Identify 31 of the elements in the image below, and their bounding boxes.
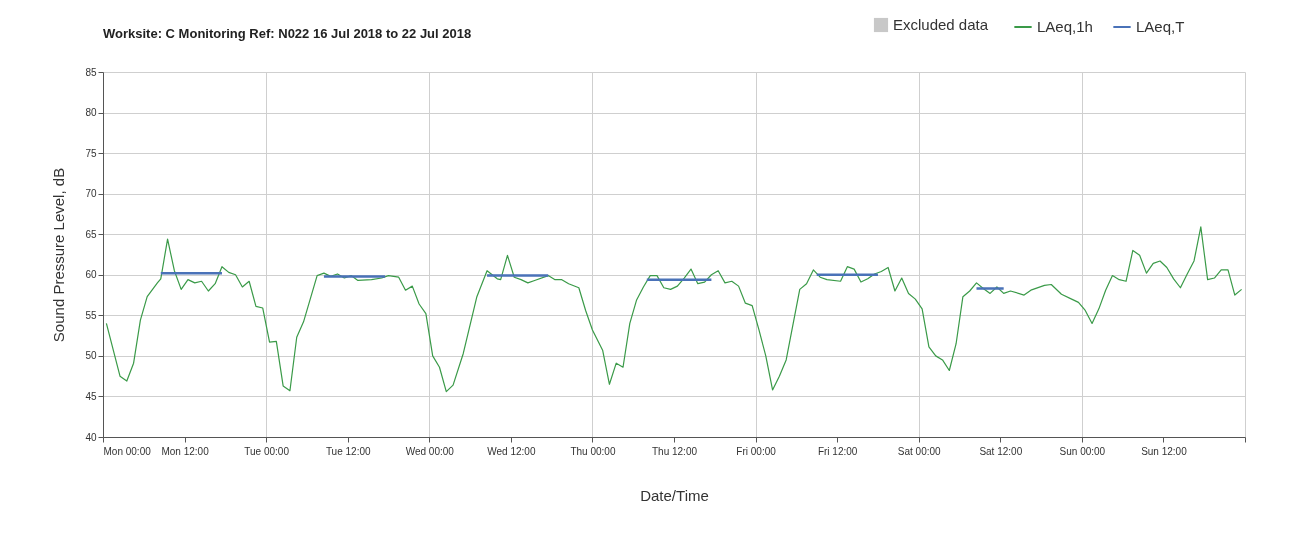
x-tick-label: Sun 12:00 [1141, 445, 1188, 457]
chart-title: Worksite: C Monitoring Ref: N022 16 Jul 2018 to 22 Jul 2018 [103, 26, 472, 41]
x-tick-label: Fri 00:00 [736, 445, 777, 457]
y-tick-label: 40 [85, 431, 97, 443]
y-tick-label: 85 [85, 66, 97, 78]
y-tick-label: 60 [85, 269, 97, 281]
x-tick-label: Mon 00:00 [103, 445, 152, 457]
y-tick-label: 75 [85, 147, 97, 159]
y-tick-label: 55 [85, 309, 97, 321]
y-tick-label: 70 [85, 188, 97, 200]
y-tick-label: 50 [85, 350, 97, 362]
x-tick-label: Sun 00:00 [1059, 445, 1106, 457]
x-tick-label: Mon 12:00 [161, 445, 210, 457]
x-axis-title: Date/Time [640, 486, 709, 504]
line-series [105, 226, 1243, 393]
y-axis-title: Sound Pressure Level, dB [50, 167, 68, 343]
x-tick-label: Wed 12:00 [487, 445, 536, 457]
x-tick-label: Tue 12:00 [325, 445, 371, 457]
x-tick-label: Sat 12:00 [979, 445, 1023, 457]
x-tick-label: Wed 00:00 [405, 445, 455, 457]
legend-label: LAeq,T [1136, 18, 1185, 35]
y-tick-label: 45 [85, 390, 97, 402]
y-tick-label: 80 [85, 107, 97, 119]
x-tick-label: Tue 00:00 [244, 445, 290, 457]
x-tick-label: Thu 00:00 [570, 445, 616, 457]
legend-label: LAeq,1h [1037, 18, 1093, 35]
x-tick-label: Sat 00:00 [897, 445, 942, 457]
x-tick-label: Thu 12:00 [651, 445, 698, 457]
legend-label: Excluded data [893, 16, 989, 33]
y-tick-label: 65 [85, 228, 97, 240]
x-tick-label: Fri 12:00 [817, 445, 858, 457]
